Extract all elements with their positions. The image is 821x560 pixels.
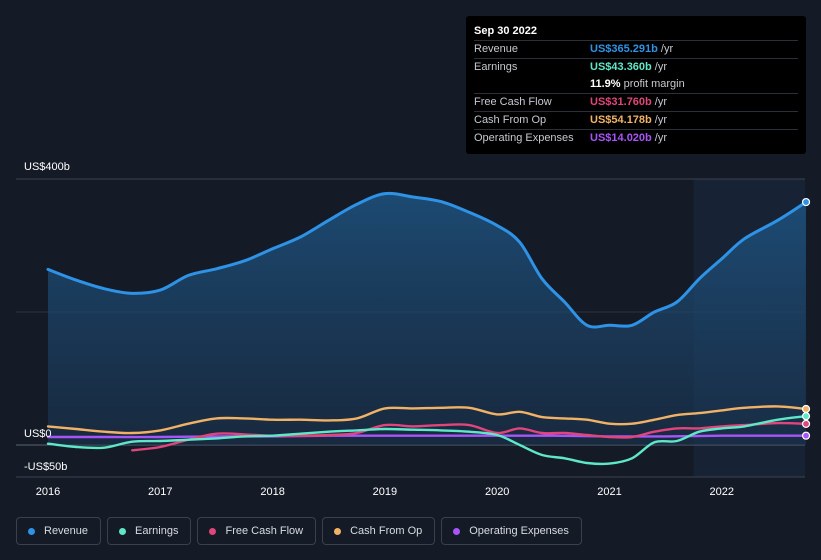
legend-dot-icon [209,527,217,535]
series-line-free-cash-flow [131,421,808,452]
legend-dot-icon [119,527,127,535]
tooltip-value: 11.9% [590,78,621,90]
legend-dot-icon [453,527,461,535]
tooltip-row-revenue: Revenue US$365.291b /yr [474,40,798,58]
legend-label: Cash From Op [350,525,423,537]
tooltip-value: US$31.760b [590,96,652,108]
series-end-marker-cash-from-op [801,404,811,414]
x-tick-label: 2016 [36,486,60,498]
series-line-earnings [46,415,808,466]
legend-item-cash-from-op[interactable]: Cash From Op [322,517,436,545]
series-line-cash-from-op [46,405,808,435]
tooltip-label: Earnings [474,61,518,73]
x-tick-label: 2017 [148,486,172,498]
y-tick-label: US$0 [24,428,52,440]
legend-item-earnings[interactable]: Earnings [107,517,192,545]
legend-item-revenue[interactable]: Revenue [16,517,102,545]
x-tick-label: 2022 [710,486,734,498]
legend-item-operating-expenses[interactable]: Operating Expenses [441,517,582,545]
tooltip-unit: /yr [654,132,667,144]
x-tick-label: 2020 [485,486,509,498]
tooltip-unit: /yr [654,61,667,73]
y-tick-label: -US$50b [24,461,67,473]
tooltip-row-free-cash-flow: Free Cash Flow US$31.760b /yr [474,93,798,111]
legend-item-free-cash-flow[interactable]: Free Cash Flow [197,517,317,545]
series-line-operating-expenses [46,434,808,439]
tooltip-date: Sep 30 2022 [474,25,537,37]
series-end-marker-operating-expenses [801,431,811,440]
tooltip-label [474,76,590,93]
y-tick-label: US$400b [24,161,70,173]
x-tick-label: 2018 [260,486,284,498]
series-end-marker-earnings [801,412,811,421]
tooltip-unit: /yr [654,96,667,108]
legend-dot-icon [28,527,35,535]
x-tick-label: 2021 [597,486,621,498]
tooltip-value: US$43.360b [590,61,652,73]
tooltip-value: US$14.020b [590,132,652,144]
legend-label: Earnings [135,525,179,537]
tooltip-unit: profit margin [623,78,685,90]
tooltip-row-operating-expenses: Operating Expenses US$14.020b /yr [474,129,798,147]
tooltip-label: Cash From Op [474,114,547,126]
tooltip-value: US$54.178b [590,114,652,126]
series-end-marker-revenue [801,197,811,207]
tooltip-value: US$365.291b [590,43,658,55]
tooltip-row-cash-from-op: Cash From Op US$54.178b /yr [474,111,798,129]
tooltip-row-profit-margin: 11.9% profit margin [474,76,798,93]
series-area-revenue [48,193,807,445]
tooltip-label: Revenue [474,43,519,55]
legend-label: Revenue [44,525,89,537]
tooltip-unit: /yr [660,43,674,55]
series-line-revenue [46,191,808,329]
tooltip-label: Operating Expenses [474,132,574,144]
tooltip-label: Free Cash Flow [474,96,552,108]
legend-label: Operating Expenses [469,525,569,537]
x-tick-label: 2019 [373,486,397,498]
legend-dot-icon [334,527,342,535]
legend-label: Free Cash Flow [225,525,304,537]
tooltip-row-earnings: Earnings US$43.360b /yr [474,58,798,76]
series-end-marker-free-cash-flow [801,419,811,428]
tooltip-unit: /yr [654,114,667,126]
data-tooltip: Sep 30 2022 Revenue US$365.291b /yr Earn… [466,16,806,154]
chart-legend: Revenue Earnings Free Cash Flow Cash Fro… [16,517,582,545]
